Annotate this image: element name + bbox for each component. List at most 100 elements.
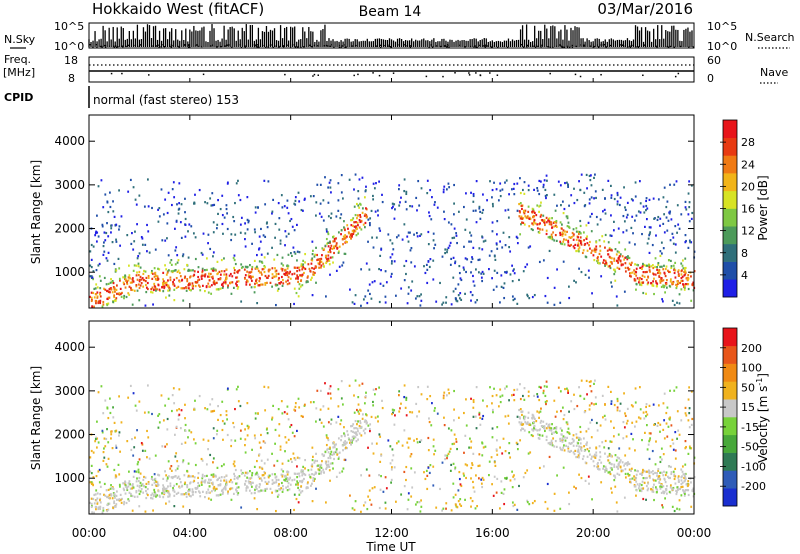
velocity-point	[642, 468, 644, 472]
power-point	[371, 281, 374, 284]
velocity-point	[457, 500, 460, 503]
power-point	[548, 236, 551, 239]
velocity-point	[340, 380, 343, 383]
power-point	[670, 266, 673, 270]
velocity-point	[115, 503, 118, 506]
power-point	[145, 290, 148, 294]
velocity-point	[379, 460, 382, 463]
velocity-point	[577, 438, 580, 442]
velocity-point	[542, 391, 545, 395]
noise-left-tick-bottom: 10^0	[54, 40, 84, 53]
power-point	[478, 247, 481, 250]
power-point	[127, 279, 130, 282]
velocity-point	[335, 448, 338, 451]
velocity-point	[289, 476, 292, 479]
power-point	[289, 219, 291, 223]
power-point	[327, 259, 330, 262]
velocity-point	[93, 511, 95, 514]
velocity-point	[90, 472, 93, 475]
power-point	[555, 219, 558, 223]
velocity-point	[99, 497, 102, 501]
power-point	[454, 261, 456, 265]
velocity-point	[607, 385, 610, 388]
velocity-point	[205, 463, 208, 466]
velocity-point	[145, 489, 147, 493]
power-point	[161, 286, 163, 289]
velocity-point	[248, 482, 251, 485]
power-point	[393, 260, 396, 263]
velocity-point	[611, 468, 613, 471]
velocity-point	[617, 433, 620, 436]
power-point	[312, 273, 315, 276]
velocity-point	[359, 420, 361, 423]
velocity-point	[597, 465, 600, 468]
power-point	[563, 243, 566, 246]
power-point	[137, 262, 140, 265]
power-point	[489, 180, 491, 183]
velocity-point	[109, 497, 111, 500]
power-point	[131, 303, 134, 306]
power-point	[663, 284, 666, 287]
noise-search-dot	[113, 46, 115, 49]
velocity-point	[638, 489, 641, 492]
velocity-point	[578, 386, 580, 389]
velocity-point	[690, 505, 693, 508]
power-point	[355, 221, 357, 224]
power-point	[601, 188, 604, 191]
power-point	[197, 266, 200, 269]
velocity-point	[621, 461, 624, 464]
power-point	[222, 281, 225, 284]
power-point	[201, 269, 204, 272]
power-point	[119, 279, 121, 282]
velocity-point	[659, 460, 662, 464]
noise-search-dot	[507, 46, 509, 48]
velocity-point	[562, 417, 565, 421]
power-point	[310, 278, 312, 281]
date-title: 03/Mar/2016	[597, 0, 693, 18]
velocity-point	[479, 423, 482, 426]
velocity-point	[163, 487, 166, 490]
power-point	[409, 231, 411, 234]
velocity-point	[187, 493, 190, 496]
power-point	[145, 283, 147, 287]
power-point	[523, 210, 526, 213]
power-point	[313, 255, 316, 258]
velocity-point	[536, 433, 539, 436]
velocity-point	[198, 491, 201, 494]
velocity-point	[669, 445, 672, 448]
velocity-point	[107, 496, 110, 500]
velocity-point	[625, 435, 628, 438]
power-point	[211, 204, 214, 207]
velocity-point	[96, 437, 99, 440]
velocity-point	[624, 462, 627, 465]
power-point	[526, 295, 529, 298]
velocity-point	[307, 486, 309, 489]
velocity-point	[183, 482, 186, 486]
noise-search-dot	[446, 46, 448, 48]
power-point	[445, 301, 447, 304]
power-point	[626, 213, 629, 216]
power-point	[302, 263, 305, 266]
velocity-point	[667, 465, 670, 468]
velocity-point	[616, 456, 619, 459]
velocity-point	[284, 436, 287, 439]
power-point	[126, 281, 128, 284]
power-point	[114, 270, 117, 273]
velocity-point	[225, 481, 228, 484]
power-point	[677, 269, 680, 272]
velocity-point	[670, 471, 673, 474]
velocity-point	[658, 481, 661, 485]
power-point	[353, 188, 355, 191]
power-point	[673, 268, 676, 272]
power-point	[144, 304, 147, 307]
velocity-point	[355, 440, 358, 443]
velocity-point	[100, 385, 103, 388]
power-point	[572, 234, 575, 237]
velocity-point	[582, 455, 585, 458]
power-point	[137, 273, 140, 277]
power-point	[491, 277, 493, 280]
velocity-point	[656, 472, 658, 475]
velocity-point	[677, 480, 680, 483]
velocity-point	[674, 475, 677, 478]
